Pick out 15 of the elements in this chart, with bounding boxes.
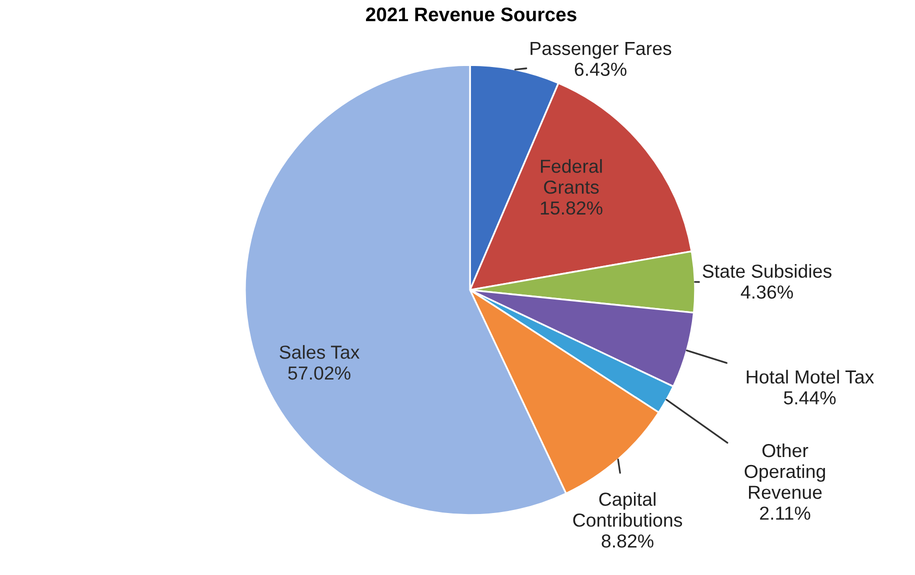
data-label: 5.44% bbox=[784, 391, 836, 404]
slice-label: State Subsidies bbox=[702, 264, 832, 278]
slice-label: Other Operating Revenue bbox=[744, 443, 825, 499]
data-label: 57.02% bbox=[288, 366, 350, 380]
data-label: 8.82% bbox=[602, 534, 654, 548]
slice-label: Federal Grants bbox=[541, 159, 602, 194]
chart-title: 2021 Revenue Sources bbox=[366, 8, 576, 22]
data-label: 6.43% bbox=[574, 62, 626, 76]
slice-label: Capital Contributions bbox=[573, 492, 682, 527]
data-label: 4.36% bbox=[740, 285, 793, 299]
slice-label: Passenger Fares bbox=[530, 42, 672, 59]
slice-label: Sales Tax bbox=[280, 345, 360, 359]
data-label: 15.82% bbox=[540, 201, 602, 215]
data-label: 2.11% bbox=[760, 506, 810, 520]
slice-label: Hotal Motel Tax bbox=[746, 370, 874, 384]
